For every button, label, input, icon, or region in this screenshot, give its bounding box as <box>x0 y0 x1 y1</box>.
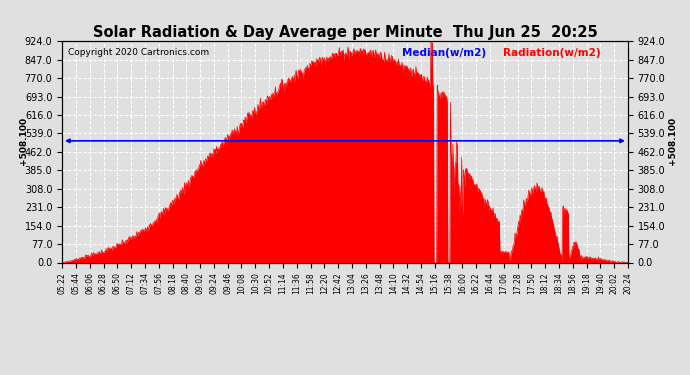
Text: Radiation(w/m2): Radiation(w/m2) <box>504 48 601 58</box>
Text: +508.100: +508.100 <box>19 117 28 165</box>
Text: Median(w/m2): Median(w/m2) <box>402 48 486 58</box>
Text: +508.100: +508.100 <box>667 117 676 165</box>
Text: Copyright 2020 Cartronics.com: Copyright 2020 Cartronics.com <box>68 48 209 57</box>
Title: Solar Radiation & Day Average per Minute  Thu Jun 25  20:25: Solar Radiation & Day Average per Minute… <box>92 25 598 40</box>
